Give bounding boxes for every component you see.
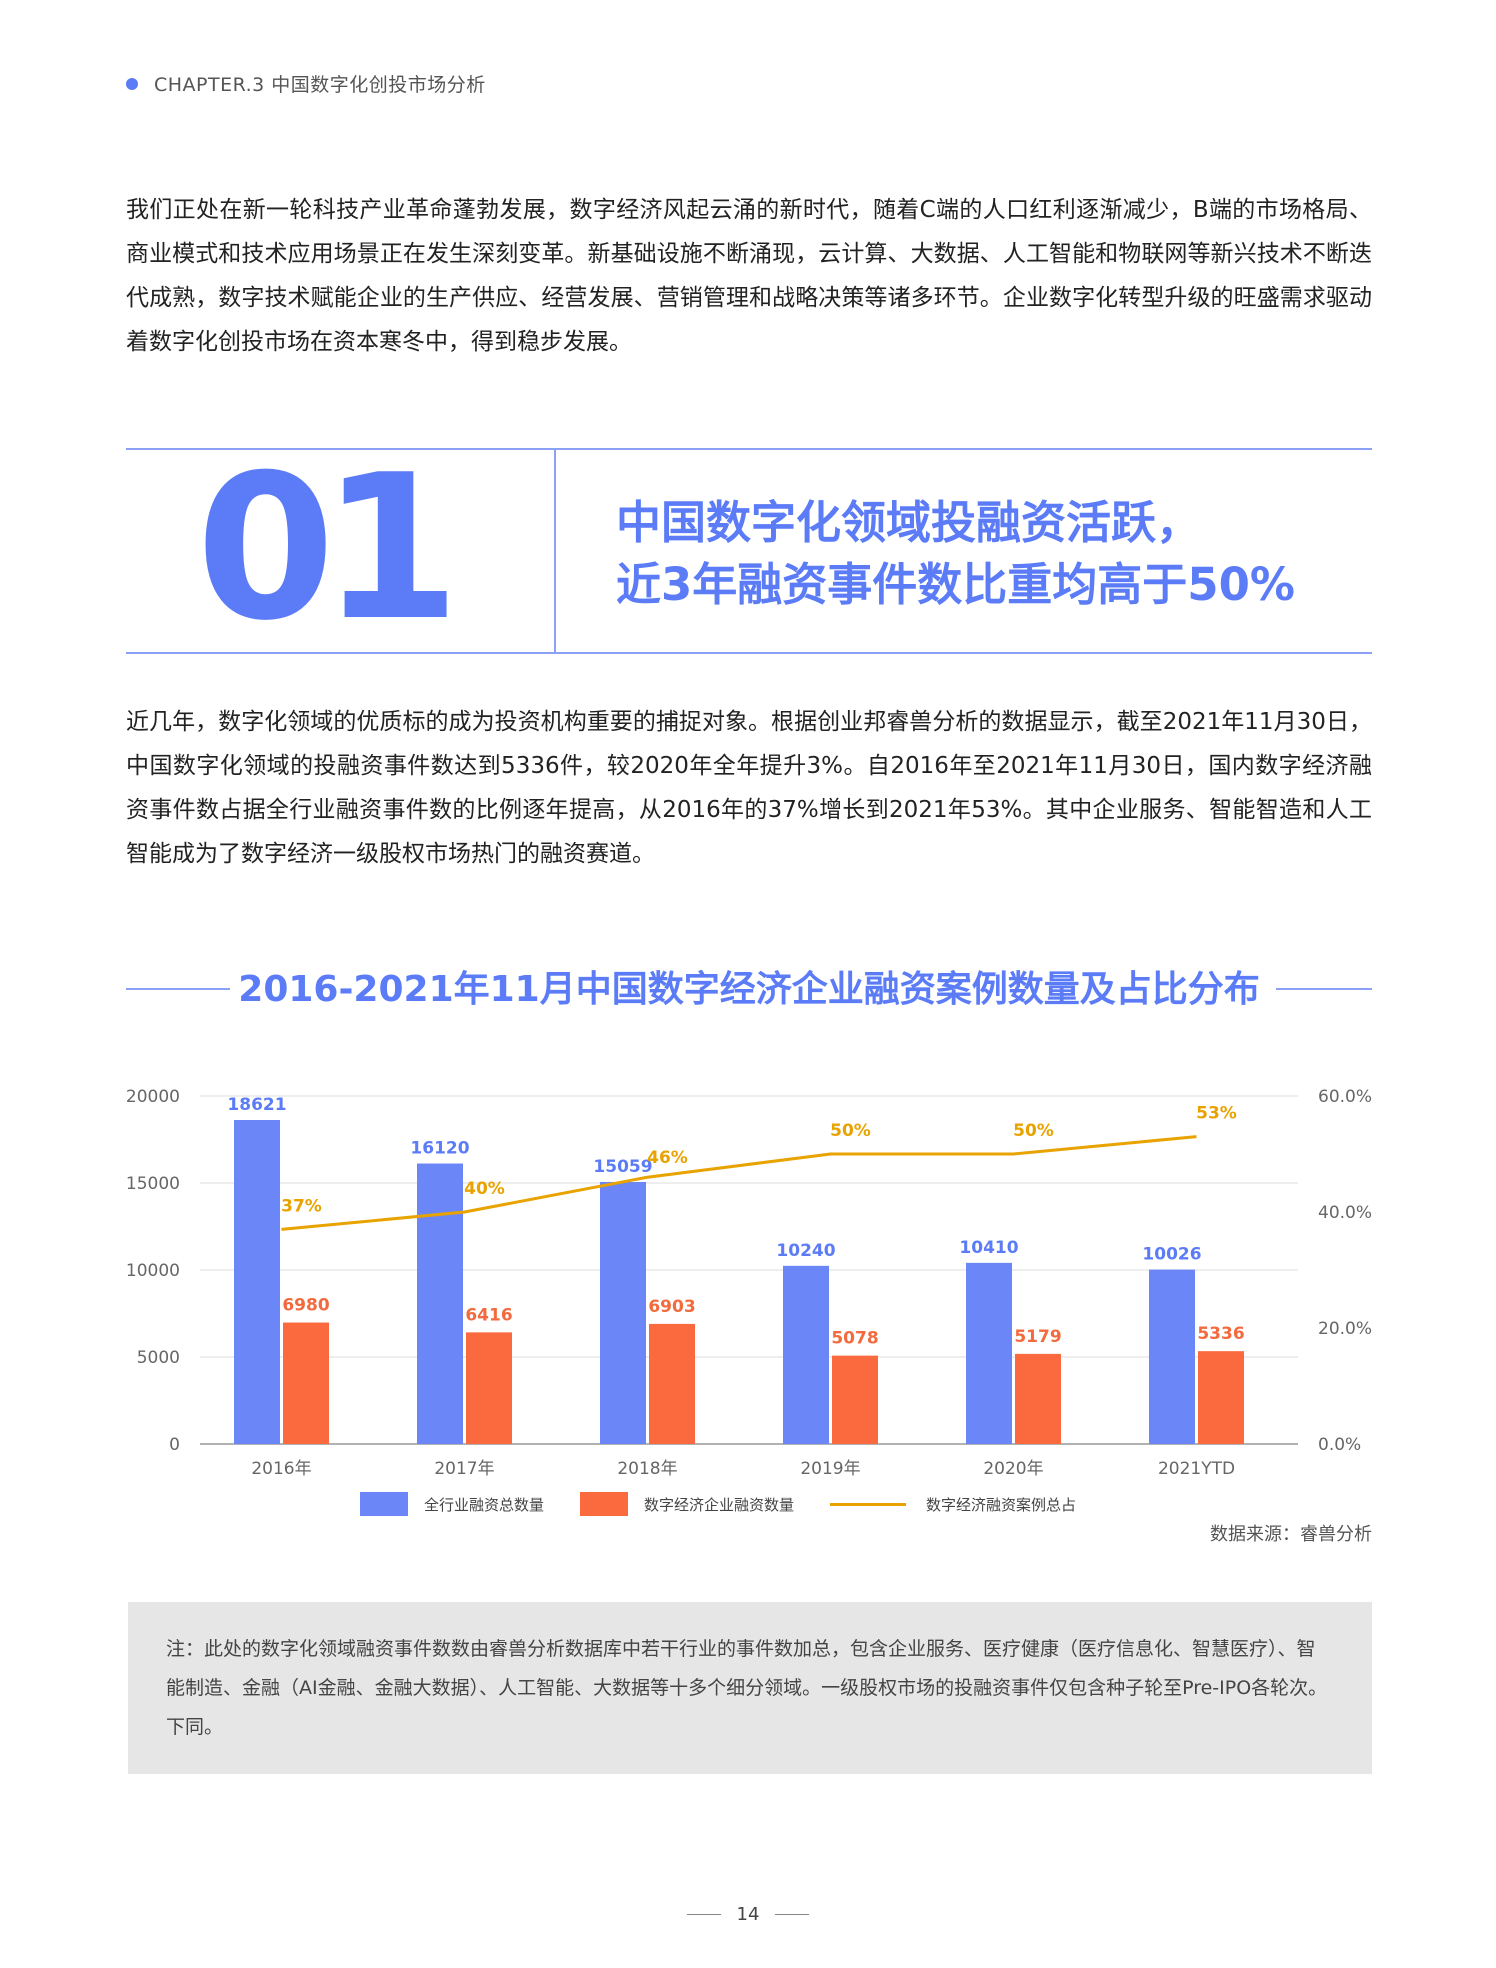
chapter-title: CHAPTER.3 中国数字化创投市场分析	[154, 74, 486, 96]
page-number: 14	[736, 1904, 760, 1925]
chart-title-block: 2016-2021年11月中国数字经济企业融资案例数量及占比分布	[126, 958, 1372, 1018]
bar-digital	[832, 1355, 878, 1444]
intro-paragraph: 我们正处在新一轮科技产业革命蓬勃发展，数字经济风起云涌的新时代，随着C端的人口红…	[126, 197, 1372, 355]
title-rule-right	[1276, 988, 1372, 990]
bar-total	[234, 1119, 280, 1444]
footer-dash-right	[775, 1913, 810, 1916]
page-footer: 14	[0, 1904, 1496, 1925]
legend-swatch-blue	[360, 1492, 408, 1516]
bar-digital-value-label: 5078	[831, 1329, 878, 1349]
chapter-header: CHAPTER.3 中国数字化创投市场分析	[126, 70, 486, 97]
legend-item-ratio: 数字经济融资案例总占	[830, 1494, 1076, 1515]
left-axis-tick-label: 0	[169, 1435, 180, 1455]
bar-total-value-label: 15059	[593, 1157, 652, 1177]
bar-digital	[649, 1323, 695, 1444]
ratio-value-label: 40%	[464, 1179, 505, 1199]
bar-digital-value-label: 6903	[648, 1297, 695, 1317]
bar-total	[783, 1265, 829, 1444]
legend-label-digital: 数字经济企业融资数量	[644, 1495, 795, 1514]
bar-digital-value-label: 6416	[465, 1305, 512, 1325]
bar-total-value-label: 16120	[410, 1139, 469, 1159]
ratio-value-label: 50%	[830, 1121, 871, 1141]
chart-legend: 全行业融资总数量 数字经济企业融资数量 数字经济融资案例总占	[360, 1492, 1112, 1516]
right-axis-tick-label: 20.0%	[1318, 1319, 1372, 1339]
headline-line-2: 近3年融资事件数比重均高于50%	[616, 558, 1296, 611]
legend-item-total: 全行业融资总数量	[360, 1492, 544, 1516]
bar-total-value-label: 10240	[776, 1241, 835, 1261]
right-axis-tick-label: 0.0%	[1318, 1435, 1361, 1455]
note-box: 注：此处的数字化领域融资事件数数由睿兽分析数据库中若干行业的事件数加总，包含企业…	[128, 1602, 1372, 1774]
bar-total-value-label: 18621	[227, 1095, 286, 1115]
ratio-value-label: 50%	[1013, 1121, 1054, 1141]
ratio-value-label: 46%	[647, 1148, 688, 1168]
legend-swatch-red	[580, 1492, 629, 1516]
bar-digital-value-label: 5336	[1197, 1324, 1244, 1344]
legend-line-swatch	[830, 1502, 907, 1506]
footer-dash-left	[686, 1913, 721, 1916]
left-axis-tick-label: 10000	[126, 1261, 180, 1281]
body-paragraph: 近几年，数字化领域的优质标的成为投资机构重要的捕捉对象。根据创业邦睿兽分析的数据…	[126, 709, 1372, 867]
section-divider	[554, 450, 556, 652]
section-number: 01	[196, 432, 460, 665]
headline-line-1: 中国数字化领域投融资活跃，	[616, 496, 1202, 549]
legend-label-ratio: 数字经济融资案例总占	[926, 1495, 1077, 1514]
right-axis-tick-label: 40.0%	[1318, 1203, 1372, 1223]
left-axis-tick-label: 15000	[126, 1174, 180, 1194]
bar-total	[966, 1262, 1012, 1444]
left-axis-tick-label: 20000	[126, 1087, 180, 1107]
left-axis-tick-label: 5000	[137, 1348, 180, 1368]
ratio-line	[281, 1135, 1197, 1231]
legend-label-total: 全行业融资总数量	[424, 1495, 545, 1514]
title-rule-left	[126, 988, 230, 990]
ratio-value-label: 37%	[281, 1196, 322, 1216]
x-axis-category-label: 2020年	[983, 1459, 1043, 1479]
combo-chart: 0 5000 10000 15000 20000 0.0% 20.0% 40.0% 60.0% 1…	[126, 1087, 1372, 1479]
bullet-dot-icon	[126, 77, 138, 90]
bar-total	[1149, 1269, 1195, 1444]
x-axis-category-label: 2019年	[800, 1459, 860, 1479]
bar-total-value-label: 10026	[1142, 1245, 1201, 1265]
bar-digital	[283, 1322, 329, 1444]
bar-digital-value-label: 6980	[282, 1296, 329, 1316]
chart-title: 2016-2021年11月中国数字经济企业融资案例数量及占比分布	[238, 969, 1260, 1010]
x-axis-category-label: 2018年	[617, 1459, 677, 1479]
bar-total	[417, 1163, 463, 1444]
bar-total-value-label: 10410	[959, 1238, 1018, 1258]
bar-total	[600, 1181, 646, 1444]
bar-digital	[1198, 1351, 1244, 1444]
section-banner: 01 中国数字化领域投融资活跃， 近3年融资事件数比重均高于50%	[126, 448, 1372, 654]
right-axis-tick-label: 60.0%	[1318, 1087, 1372, 1107]
bar-digital	[466, 1332, 512, 1444]
bar-digital-value-label: 5179	[1014, 1327, 1061, 1347]
x-axis-category-label: 2017年	[434, 1459, 494, 1479]
x-axis-category-label: 2016年	[251, 1459, 311, 1479]
data-source: 数据来源：睿兽分析	[1210, 1524, 1372, 1545]
section-headline: 中国数字化领域投融资活跃， 近3年融资事件数比重均高于50%	[616, 492, 1356, 616]
bar-digital	[1015, 1353, 1061, 1444]
x-axis-category-label: 2021YTD	[1158, 1459, 1235, 1479]
legend-item-digital: 数字经济企业融资数量	[580, 1492, 794, 1516]
ratio-value-label: 53%	[1196, 1104, 1237, 1124]
